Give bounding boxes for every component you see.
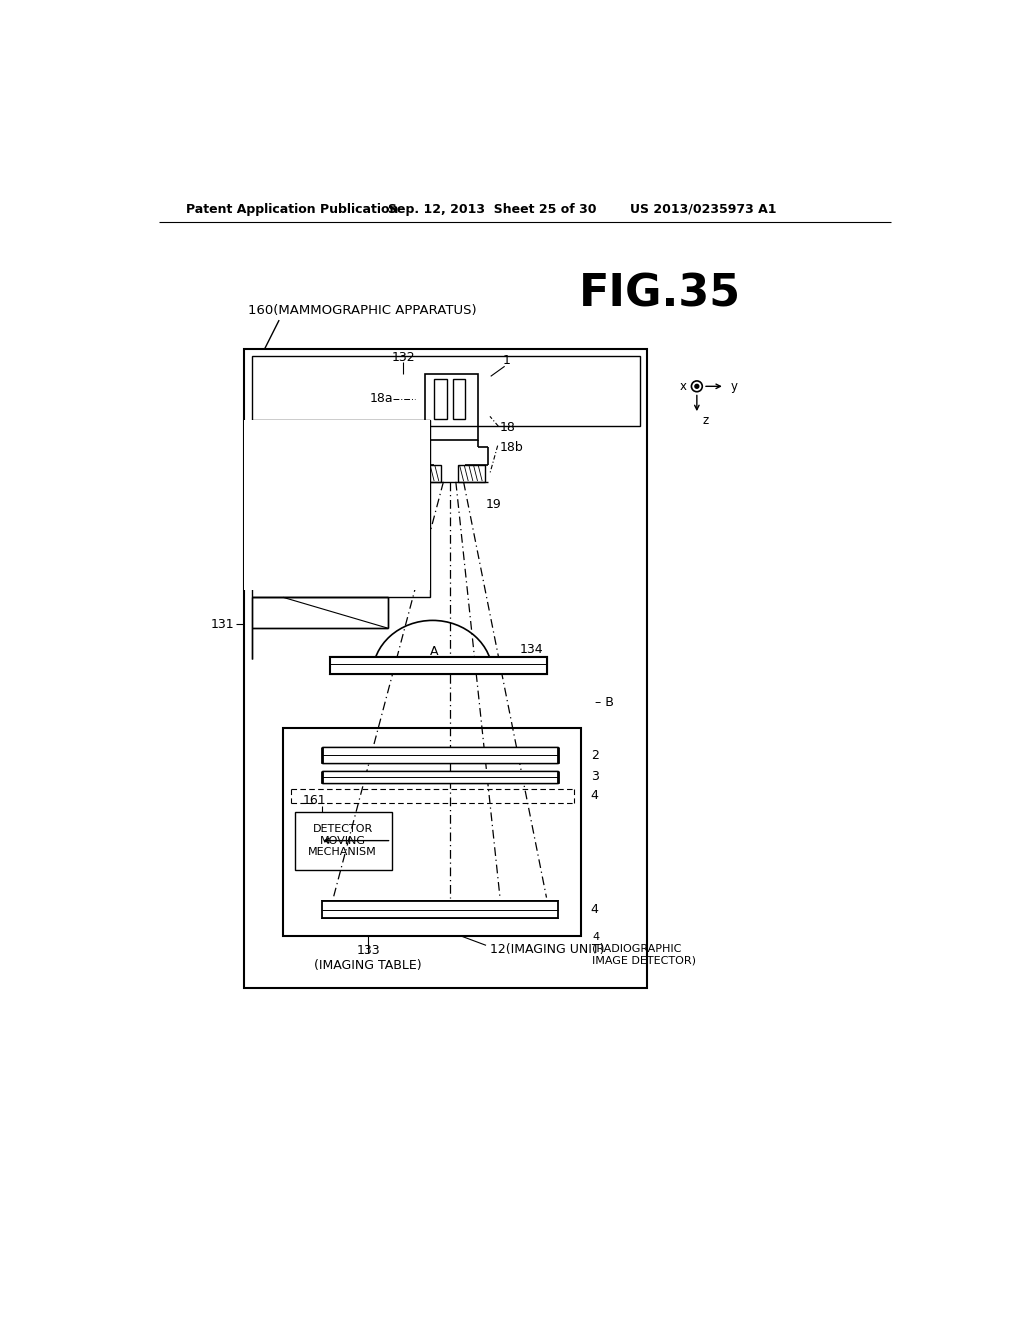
Text: US 2013/0235973 A1: US 2013/0235973 A1 bbox=[630, 203, 776, 215]
Text: Patent Application Publication: Patent Application Publication bbox=[186, 203, 398, 215]
Bar bbox=[295, 812, 391, 870]
Text: 19a: 19a bbox=[368, 496, 391, 510]
Text: 4: 4 bbox=[591, 789, 599, 803]
Bar bbox=[245, 350, 647, 989]
Bar bbox=[321, 771, 560, 783]
Bar bbox=[283, 729, 582, 936]
Bar bbox=[425, 374, 477, 441]
Text: 1: 1 bbox=[502, 354, 510, 367]
Bar bbox=[252, 355, 640, 426]
Text: 131: 131 bbox=[211, 618, 234, 631]
Text: x: x bbox=[680, 380, 687, 393]
Text: z: z bbox=[702, 413, 709, 426]
Text: 4
(RADIOGRAPHIC
IMAGE DETECTOR): 4 (RADIOGRAPHIC IMAGE DETECTOR) bbox=[592, 932, 696, 965]
Bar bbox=[328, 657, 548, 675]
Text: 134: 134 bbox=[520, 643, 544, 656]
Text: 4: 4 bbox=[591, 903, 599, 916]
Bar bbox=[434, 379, 446, 418]
Text: 18a: 18a bbox=[370, 392, 393, 405]
Circle shape bbox=[695, 384, 698, 388]
Text: 133
(IMAGING TABLE): 133 (IMAGING TABLE) bbox=[314, 944, 422, 972]
Bar bbox=[322, 747, 558, 763]
Bar bbox=[321, 747, 560, 763]
Text: – B: – B bbox=[595, 696, 614, 709]
Text: 2: 2 bbox=[591, 748, 599, 762]
Bar bbox=[322, 771, 558, 783]
Text: DETECTOR
MOVING
MECHANISM: DETECTOR MOVING MECHANISM bbox=[308, 824, 377, 857]
Text: 161: 161 bbox=[302, 795, 326, 807]
Bar bbox=[330, 657, 547, 675]
Bar bbox=[321, 902, 560, 919]
Text: 132: 132 bbox=[391, 351, 415, 363]
Text: 18b: 18b bbox=[500, 441, 523, 454]
Bar bbox=[322, 771, 558, 783]
Bar bbox=[415, 465, 441, 482]
Text: 12(IMAGING UNIT): 12(IMAGING UNIT) bbox=[489, 944, 604, 957]
Text: 160(MAMMOGRAPHIC APPARATUS): 160(MAMMOGRAPHIC APPARATUS) bbox=[248, 305, 477, 317]
Bar bbox=[330, 657, 547, 675]
Text: 3: 3 bbox=[591, 770, 599, 783]
Bar bbox=[252, 420, 430, 597]
Bar bbox=[245, 420, 430, 590]
Bar bbox=[322, 747, 558, 763]
Text: FIG.35: FIG.35 bbox=[579, 272, 741, 315]
Bar bbox=[322, 902, 558, 919]
Text: 19: 19 bbox=[486, 499, 502, 511]
Text: 18: 18 bbox=[500, 421, 516, 434]
Bar bbox=[453, 379, 465, 418]
Bar bbox=[458, 465, 484, 482]
Text: y: y bbox=[731, 380, 738, 393]
Text: Sep. 12, 2013  Sheet 25 of 30: Sep. 12, 2013 Sheet 25 of 30 bbox=[388, 203, 596, 215]
Bar bbox=[322, 902, 558, 919]
Text: A: A bbox=[430, 644, 438, 657]
